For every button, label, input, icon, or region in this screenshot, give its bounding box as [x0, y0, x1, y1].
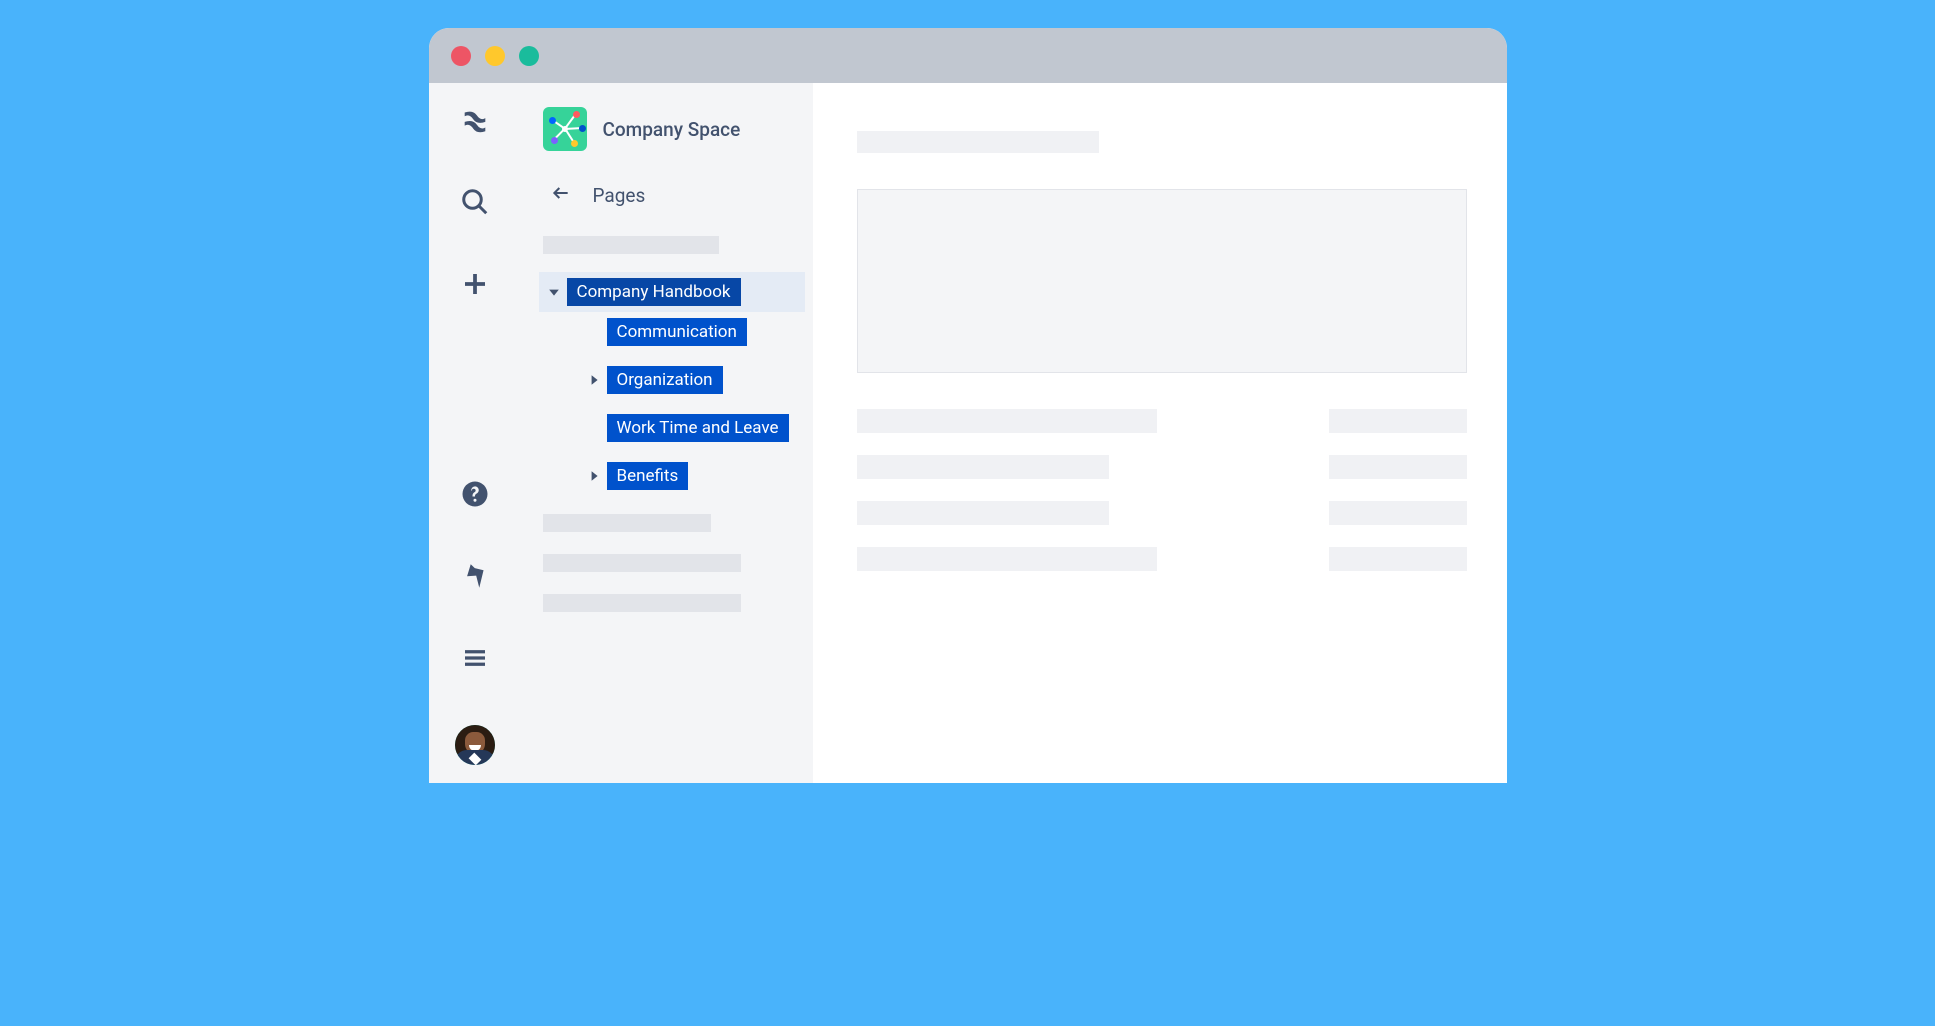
sidebar-skeleton: [543, 236, 719, 254]
window-minimize-icon[interactable]: [485, 46, 505, 66]
content-row-skeleton: [857, 547, 1467, 571]
content-hero-skeleton: [857, 189, 1467, 373]
pages-label: Pages: [593, 184, 646, 207]
space-header[interactable]: Company Space: [529, 107, 805, 151]
content-row-skeleton: [857, 409, 1467, 433]
skeleton: [1329, 409, 1467, 433]
tree-label: Communication: [607, 318, 747, 346]
caret-right-icon[interactable]: [581, 470, 607, 482]
sidebar-skeleton: [543, 594, 741, 612]
skeleton: [1329, 501, 1467, 525]
tree-item[interactable]: Work Time and Leave: [539, 408, 805, 448]
add-icon[interactable]: [429, 269, 521, 351]
caret-right-icon[interactable]: [581, 374, 607, 386]
logo-icon[interactable]: [429, 105, 521, 187]
avatar[interactable]: [455, 725, 495, 765]
search-icon[interactable]: [429, 187, 521, 269]
skeleton: [1329, 455, 1467, 479]
tree-item[interactable]: Communication: [539, 312, 805, 352]
caret-down-icon[interactable]: [541, 286, 567, 298]
back-arrow-icon[interactable]: [551, 183, 571, 208]
menu-icon[interactable]: [429, 643, 521, 725]
skeleton: [857, 455, 1109, 479]
page-tree: Company Handbook Communication Organizati…: [529, 272, 805, 496]
skeleton: [857, 547, 1157, 571]
window-close-icon[interactable]: [451, 46, 471, 66]
content-row-skeleton: [857, 455, 1467, 479]
skeleton: [1329, 547, 1467, 571]
tree-label: Work Time and Leave: [607, 414, 789, 442]
tree-label: Benefits: [607, 462, 689, 490]
space-name: Company Space: [603, 118, 741, 141]
space-icon: [543, 107, 587, 151]
tree-root[interactable]: Company Handbook: [539, 272, 805, 312]
sidebar-skeleton: [543, 514, 711, 532]
sidebar-skeleton: [543, 554, 741, 572]
notifications-icon[interactable]: [429, 561, 521, 643]
tree-label: Company Handbook: [567, 278, 741, 306]
help-icon[interactable]: [429, 479, 521, 561]
content-row-skeleton: [857, 501, 1467, 525]
skeleton: [857, 409, 1157, 433]
tree-item[interactable]: Benefits: [539, 456, 805, 496]
tree-item[interactable]: Organization: [539, 360, 805, 400]
tree-label: Organization: [607, 366, 723, 394]
space-sidebar: Company Space Pages Company Handbook Com…: [521, 83, 813, 783]
skeleton: [857, 501, 1109, 525]
window-maximize-icon[interactable]: [519, 46, 539, 66]
titlebar: [429, 28, 1507, 83]
global-iconbar: [429, 83, 521, 783]
main-content: [813, 83, 1507, 783]
content-title-skeleton: [857, 131, 1099, 153]
window: Company Space Pages Company Handbook Com…: [429, 28, 1507, 783]
pages-nav[interactable]: Pages: [529, 183, 805, 208]
app-body: Company Space Pages Company Handbook Com…: [429, 83, 1507, 783]
